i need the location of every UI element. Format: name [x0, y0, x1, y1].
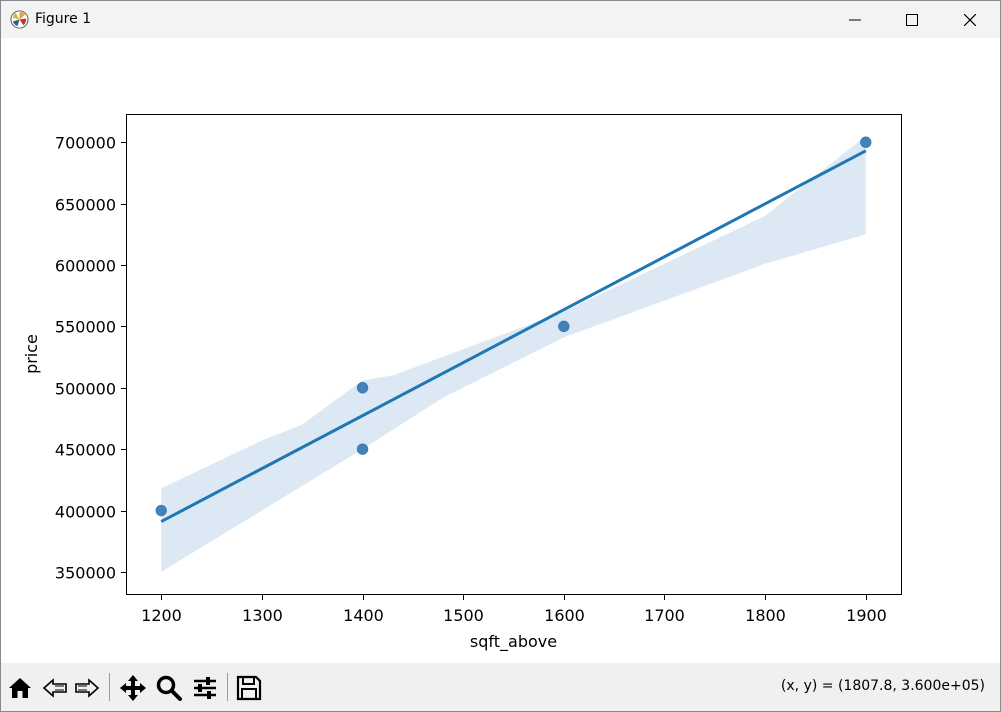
close-button[interactable] [941, 1, 999, 38]
close-icon [964, 13, 976, 26]
y-tick-label: 700000 [55, 134, 116, 153]
x-tick-label: 1300 [242, 606, 283, 625]
x-tick-label: 1800 [745, 606, 786, 625]
zoom-button[interactable] [152, 671, 186, 705]
minimize-button[interactable] [826, 1, 884, 38]
x-tick-label: 1600 [544, 606, 585, 625]
home-icon [9, 678, 31, 698]
scatter-point [155, 504, 167, 517]
back-arrow-icon [42, 678, 67, 698]
forward-arrow-icon [75, 678, 100, 698]
scatter-point [356, 382, 369, 394]
minimize-icon [849, 19, 861, 20]
x-tick-label: 1500 [443, 606, 484, 625]
navigation-toolbar: (x, y) = (1807.8, 3.600e+05) [1, 663, 1000, 711]
regression-line [160, 149, 867, 523]
back-button[interactable] [38, 671, 72, 705]
maximize-button[interactable] [883, 1, 941, 38]
x-tick-label: 1700 [644, 606, 685, 625]
chart: 1200 1300 1400 1500 1600 1700 1800 1900 350000 4… [22, 114, 902, 652]
x-tick-label: 1900 [846, 606, 887, 625]
confidence-band [161, 136, 866, 572]
y-tick-label: 400000 [55, 503, 116, 522]
zoom-magnifier-icon [156, 675, 182, 701]
y-axis-label: price [22, 334, 41, 374]
home-button[interactable] [3, 671, 37, 705]
toolbar-separator [227, 673, 228, 701]
forward-button[interactable] [70, 671, 104, 705]
matplotlib-logo-icon [10, 10, 29, 29]
sliders-icon [194, 677, 216, 699]
scatter-point [356, 443, 369, 455]
cursor-coordinates: (x, y) = (1807.8, 3.600e+05) [780, 678, 985, 694]
y-tick-label: 650000 [55, 196, 116, 215]
y-tick-label: 450000 [55, 441, 116, 460]
scatter-point [860, 136, 872, 148]
configure-subplots-button[interactable] [188, 671, 222, 705]
title-bar[interactable]: Figure 1 [1, 1, 1000, 38]
pan-move-icon [120, 675, 146, 701]
y-tick-label: 500000 [55, 380, 116, 399]
maximize-icon [906, 13, 918, 26]
x-tick-label: 1200 [141, 606, 182, 625]
pan-button[interactable] [116, 671, 150, 705]
save-figure-button[interactable] [232, 671, 266, 705]
window-title: Figure 1 [35, 11, 92, 27]
toolbar-separator [109, 673, 110, 701]
y-tick-label: 600000 [55, 257, 116, 276]
y-tick-label: 350000 [55, 564, 116, 583]
figure-canvas[interactable]: 1200 1300 1400 1500 1600 1700 1800 1900 350000 4… [1, 38, 1000, 663]
x-axis-label: sqft_above [470, 632, 557, 652]
scatter-point [558, 320, 570, 333]
x-tick-label: 1400 [343, 606, 384, 625]
save-floppy-icon [236, 675, 262, 701]
y-tick-label: 550000 [55, 318, 116, 337]
